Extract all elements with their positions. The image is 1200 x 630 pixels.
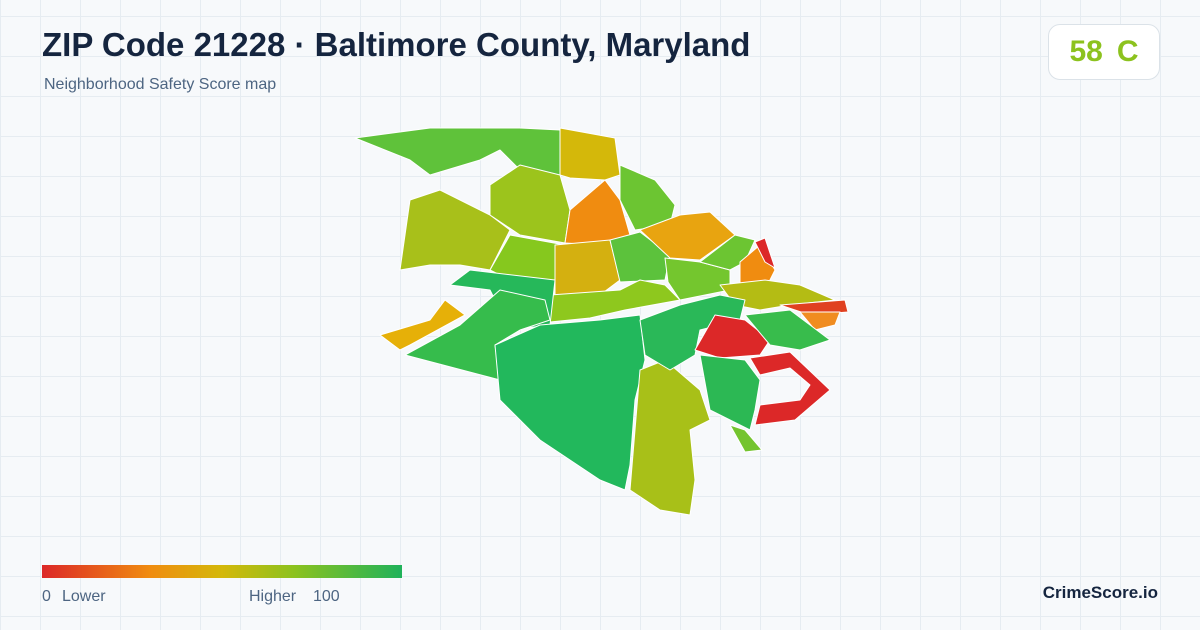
legend-min-label: Lower	[62, 588, 106, 605]
area	[754, 237, 776, 269]
legend-max: 100	[313, 588, 340, 605]
area	[799, 311, 841, 331]
area	[629, 359, 711, 516]
legend-min: 0	[42, 588, 51, 605]
area	[699, 354, 761, 431]
area	[549, 279, 681, 323]
area	[749, 351, 831, 426]
area	[729, 424, 763, 453]
area	[494, 314, 646, 491]
area	[559, 127, 621, 181]
score-box: 58 C	[1048, 24, 1160, 80]
legend-max-label: Higher	[249, 588, 297, 605]
subtitle: Neighborhood Safety Score map	[44, 76, 277, 93]
score-value: 58	[1069, 35, 1103, 68]
area	[694, 314, 771, 359]
legend-gradient	[42, 565, 402, 578]
title: ZIP Code 21228 · Baltimore County, Maryl…	[42, 26, 751, 63]
score-grade: C	[1116, 35, 1139, 68]
area	[744, 309, 831, 351]
area	[379, 299, 466, 351]
area	[554, 239, 621, 296]
brand: CrimeScore.io	[1042, 583, 1158, 602]
